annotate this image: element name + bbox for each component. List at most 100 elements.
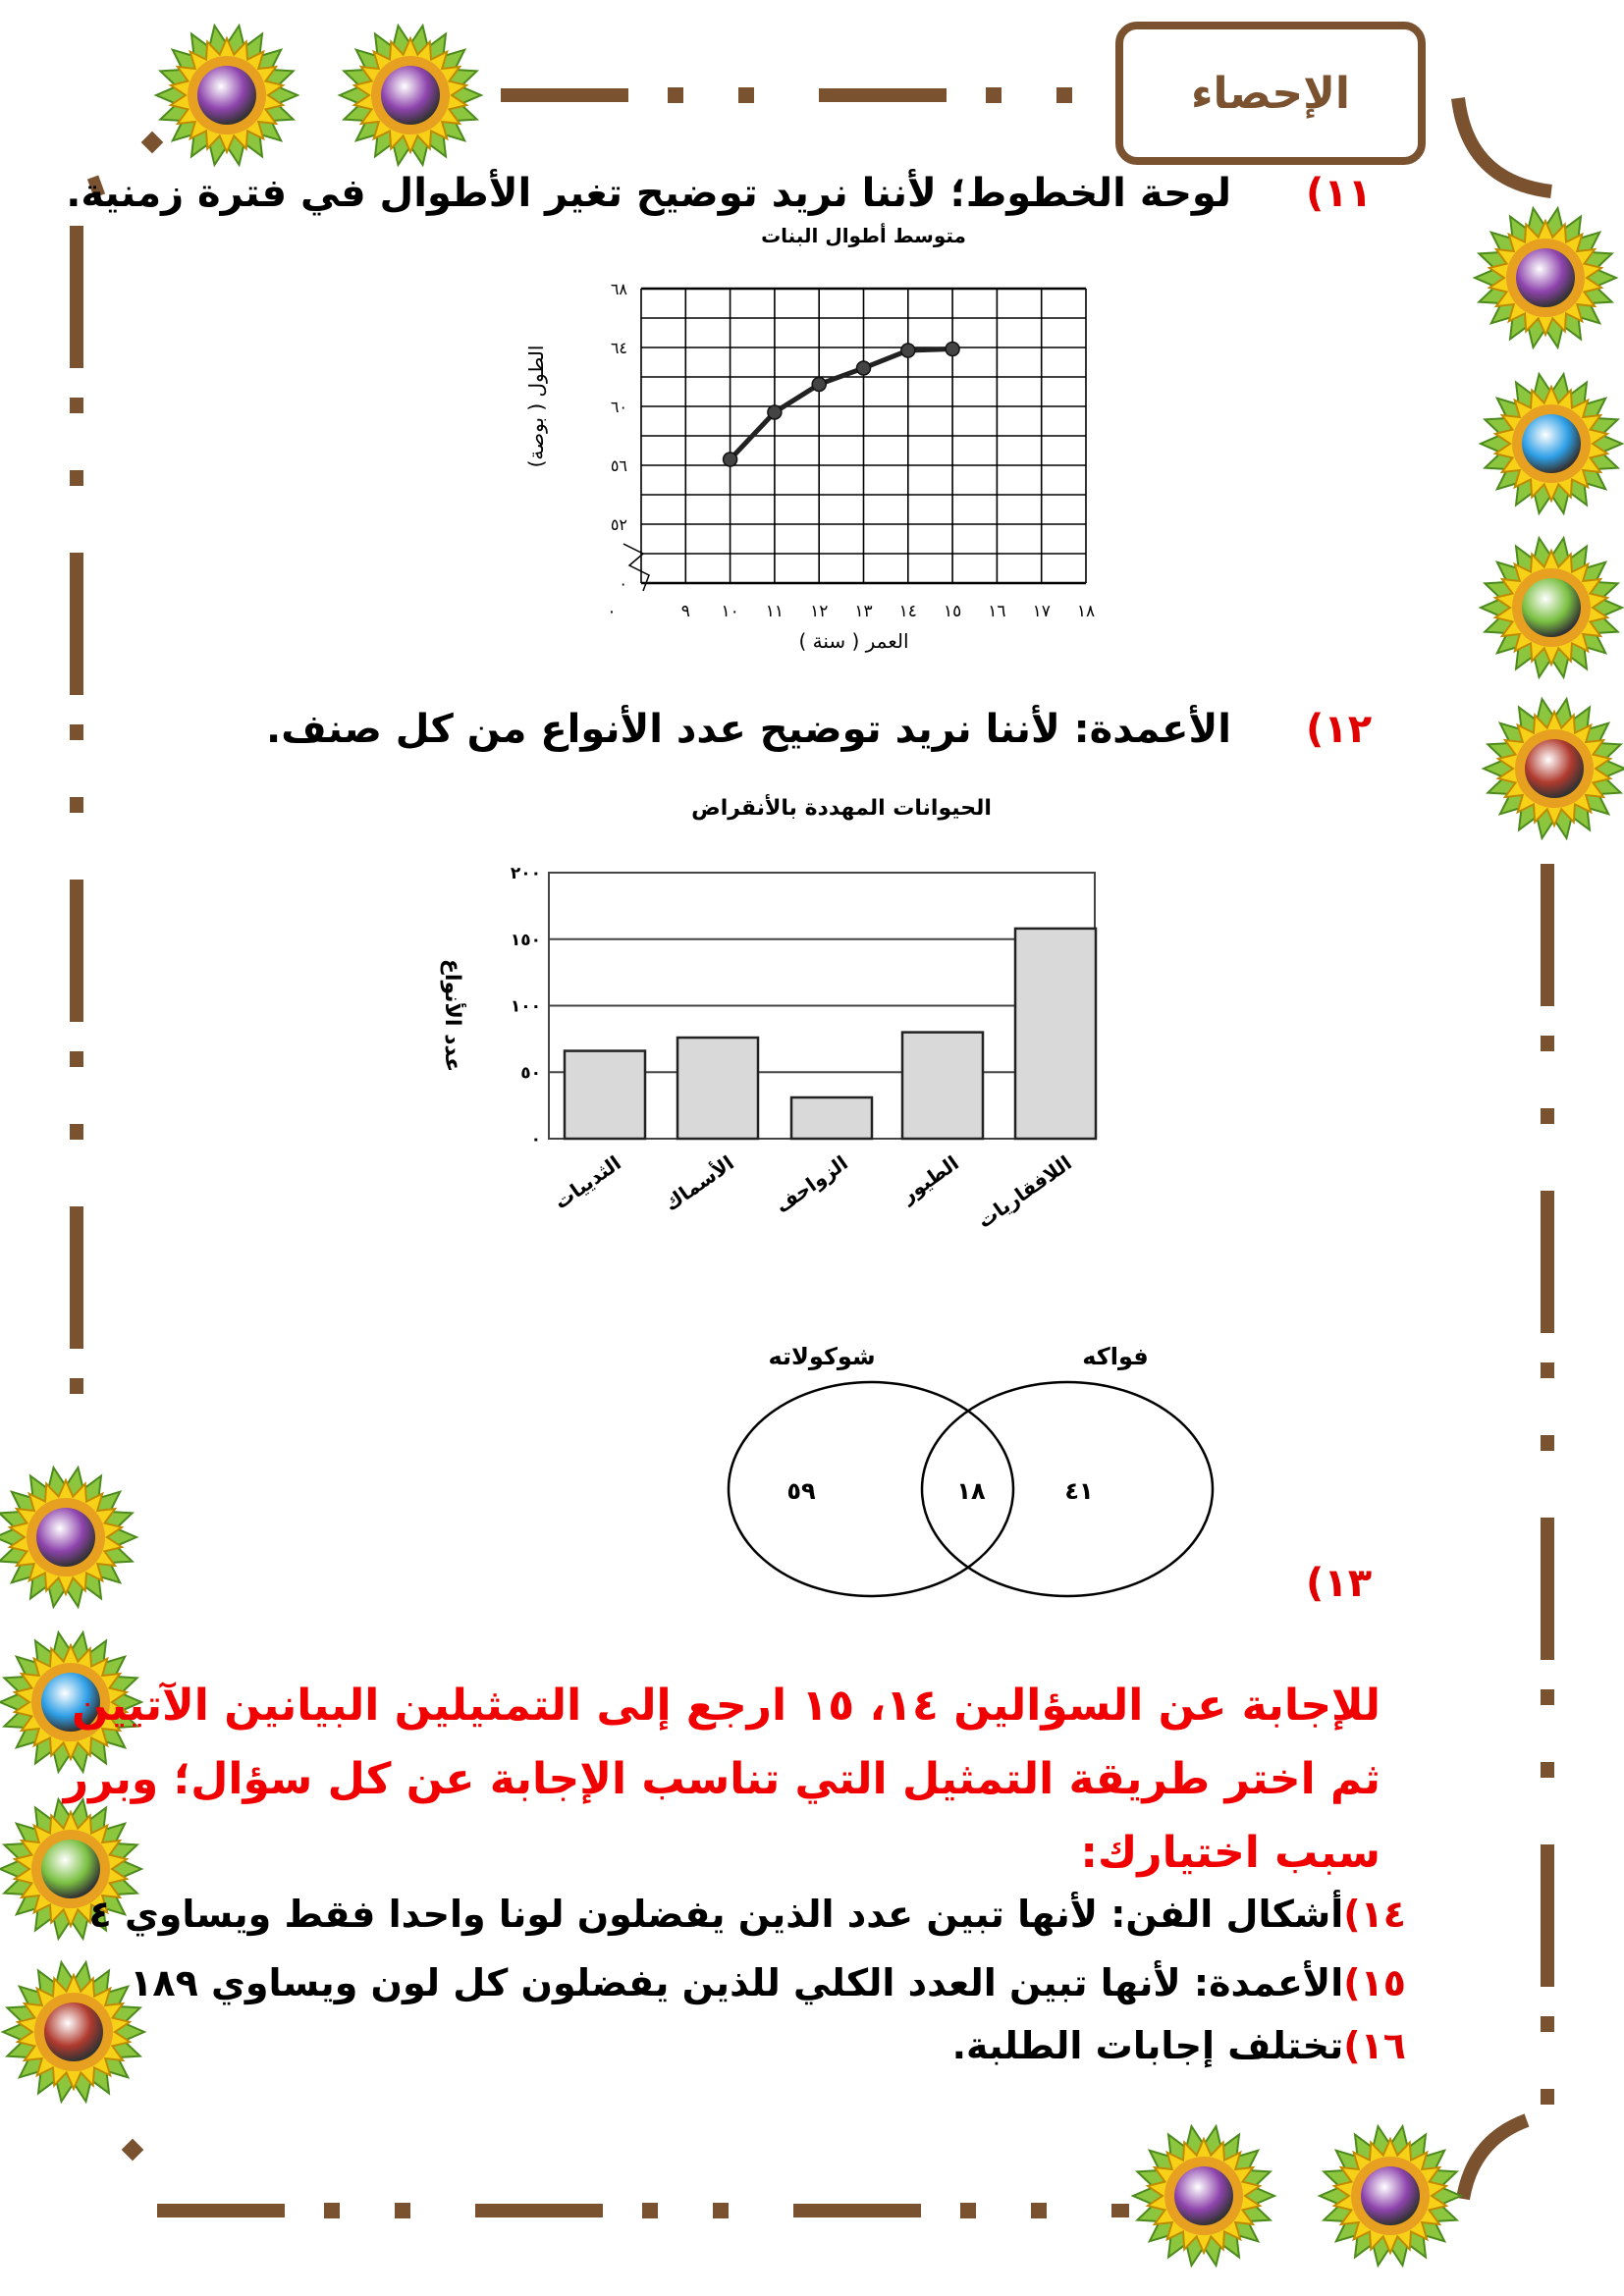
y-tick-label: ٥٢ bbox=[611, 515, 627, 534]
y-axis-title: الطول ( بوصة) bbox=[524, 346, 548, 468]
x-tick-label: ١٧ bbox=[1033, 602, 1051, 621]
question-number-13: (١٣ bbox=[1306, 1561, 1373, 1606]
y-tick-label: ١٥٠ bbox=[511, 931, 541, 950]
flower-ornament-icon bbox=[0, 1629, 144, 1775]
flower-center bbox=[1516, 248, 1575, 307]
instructions-line-3: سبب اختيارك: bbox=[1080, 1828, 1380, 1878]
border-dot bbox=[1541, 1689, 1554, 1705]
border-dot bbox=[70, 470, 83, 486]
x-tick-label: ١٠ bbox=[721, 602, 738, 621]
y-tick-label: ٢٠٠ bbox=[511, 864, 541, 883]
question-number-11: (١١ bbox=[1306, 171, 1373, 216]
y-axis-title: عدد الأنواع bbox=[440, 959, 467, 1072]
answer-16: ١٦)تختلف إجابات الطلبة. bbox=[951, 2024, 1406, 2067]
border-dot bbox=[324, 2203, 340, 2218]
flower-center bbox=[1361, 2166, 1420, 2225]
venn-value-both: ١٨ bbox=[956, 1477, 986, 1505]
border-dot bbox=[70, 1051, 83, 1067]
chart-title: الحيوانات المهددة بالأنقراض bbox=[691, 793, 992, 821]
border-dot bbox=[713, 2203, 729, 2218]
venn-value-chocolate-only: ٥٩ bbox=[786, 1477, 816, 1505]
flower-center bbox=[381, 66, 440, 125]
y-tick-label: ٥٠ bbox=[520, 1063, 541, 1083]
border-dot bbox=[395, 2203, 410, 2218]
y-tick-label: ٥٦ bbox=[611, 456, 627, 475]
flower-ornament-icon bbox=[0, 1796, 144, 1942]
data-point bbox=[811, 376, 827, 393]
answer-12: الأعمدة: لأننا نريد توضيح عدد الأنواع من… bbox=[266, 707, 1231, 752]
border-dot bbox=[121, 2138, 144, 2162]
x-tick-label: ٩ bbox=[681, 602, 690, 621]
border-dot bbox=[1541, 1435, 1554, 1451]
border-dot bbox=[642, 2203, 658, 2218]
bar bbox=[563, 1049, 647, 1141]
x-tick-label: ١١ bbox=[766, 602, 784, 621]
question-number-12: (١٢ bbox=[1306, 707, 1373, 752]
bar bbox=[1013, 927, 1098, 1141]
category-label: الثدييات bbox=[550, 1150, 625, 1213]
y-tick-label: ٦٠ bbox=[611, 398, 627, 416]
data-point bbox=[767, 404, 783, 420]
flower-center bbox=[41, 1673, 100, 1732]
flower-center bbox=[197, 66, 256, 125]
flower-center bbox=[44, 2002, 103, 2061]
flower-ornament-icon bbox=[0, 1959, 147, 2105]
x-axis-title: العمر ( سنة ) bbox=[798, 629, 908, 653]
answer-11: لوحة الخطوط؛ لأننا نريد توضيح تغير الأطو… bbox=[66, 171, 1231, 216]
border-dot bbox=[70, 724, 83, 740]
border-dot bbox=[1541, 2089, 1554, 2105]
flower-center bbox=[41, 1840, 100, 1898]
x-tick-label: ١٤ bbox=[899, 602, 917, 621]
venn-circle-chocolate bbox=[727, 1380, 1015, 1598]
bar bbox=[676, 1036, 760, 1141]
border-dot bbox=[1541, 2016, 1554, 2032]
venn-label-fruit: فواكه bbox=[1082, 1343, 1149, 1370]
venn-label-chocolate: شوكولاته bbox=[768, 1343, 875, 1370]
x-tick-label: ١٣ bbox=[854, 602, 872, 621]
category-label: اللافقاريات bbox=[973, 1150, 1076, 1232]
border-dot bbox=[1541, 1362, 1554, 1378]
data-point bbox=[722, 452, 738, 467]
line-chart-girls-heights: متوسط أطوال البنات ٦٨ ٦٤ ٦٠ ٥٦ ٥٢ ٠٠ ٩ ١٠ ١١ ١٢ ١٣ ١… bbox=[524, 222, 1095, 653]
flower-center bbox=[1522, 414, 1581, 473]
border-dot bbox=[738, 87, 754, 103]
x-tick-label: ١٥ bbox=[944, 602, 961, 621]
data-point bbox=[855, 360, 872, 376]
border-dot bbox=[1031, 2203, 1047, 2218]
flower-ornament-icon bbox=[1130, 2123, 1277, 2269]
border-dot bbox=[1541, 1108, 1554, 1124]
category-label: الأسماك bbox=[659, 1150, 737, 1216]
instructions-line-1: للإجابة عن السؤالين ١٤، ١٥ ارجع إلى التم… bbox=[72, 1681, 1380, 1731]
category-label: الزواحف bbox=[771, 1150, 852, 1217]
axis-break-icon bbox=[623, 543, 650, 592]
border-dot bbox=[70, 797, 83, 813]
border-corner-bottom-right bbox=[1456, 2113, 1530, 2201]
border-dot bbox=[986, 87, 1001, 103]
x-tick-label: ١٨ bbox=[1077, 602, 1095, 621]
border-dot bbox=[140, 131, 164, 154]
border-dot bbox=[70, 398, 83, 413]
answer-15: ١٥)الأعمدة: لأنها تبين العدد الكلي للذين… bbox=[130, 1961, 1406, 2004]
border-dot bbox=[70, 1378, 83, 1394]
border-dot bbox=[1541, 1036, 1554, 1051]
x-tick-label: ٠ bbox=[607, 602, 616, 621]
flower-center bbox=[1174, 2166, 1233, 2225]
border-dot bbox=[70, 1124, 83, 1140]
data-point bbox=[900, 343, 916, 358]
bar bbox=[900, 1031, 985, 1141]
y-tick-label: ١٠٠ bbox=[511, 997, 541, 1017]
answer-14: ١٤)أشكال الفن: لأنها تبين عدد الذين يفضل… bbox=[88, 1893, 1406, 1936]
flower-center bbox=[1522, 578, 1581, 637]
chart-title: متوسط أطوال البنات bbox=[761, 222, 966, 247]
y-tick-label: ٦٤ bbox=[611, 339, 627, 357]
y-tick-label: ٠ bbox=[619, 574, 627, 593]
venn-diagram: شوكولاته فواكه ٥٩ ١٨ ٤١ bbox=[727, 1343, 1215, 1598]
flower-ornament-icon bbox=[0, 1465, 139, 1610]
flower-center bbox=[1525, 739, 1584, 798]
border-dot bbox=[1541, 1762, 1554, 1778]
x-tick-label: ١٦ bbox=[988, 602, 1005, 621]
flower-ornament-icon bbox=[1472, 205, 1619, 350]
flower-ornament-icon bbox=[1478, 535, 1624, 680]
instructions-line-2: ثم اختر طريقة التمثيل التي تناسب الإجابة… bbox=[63, 1754, 1380, 1804]
